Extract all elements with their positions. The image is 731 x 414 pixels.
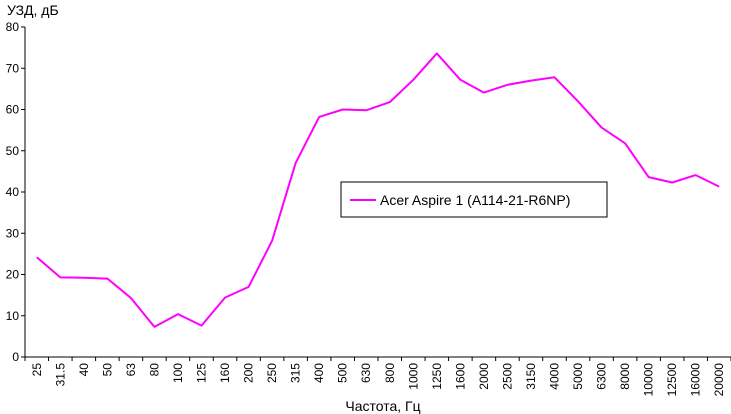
legend-box	[340, 181, 608, 218]
x-tick-label: 2000	[477, 363, 491, 390]
x-tick-label: 4000	[548, 363, 562, 390]
x-tick-label: 80	[147, 363, 161, 377]
x-tick-label: 1600	[453, 363, 467, 390]
x-tick-label: 40	[77, 363, 91, 377]
x-tick-label: 25	[30, 363, 44, 377]
x-tick-label: 1250	[430, 363, 444, 390]
x-tick-label: 2500	[500, 363, 514, 390]
x-tick-label: 20000	[712, 363, 726, 397]
x-tick-label: 6300	[595, 363, 609, 390]
x-tick-label: 50	[100, 363, 114, 377]
x-ticks: 25 31.5 40 50 63 80 100 125 160 200 250 315 400 500 63…	[24, 357, 731, 397]
y-tick-label: 30	[6, 226, 20, 240]
x-tick-label: 5000	[571, 363, 585, 390]
y-tick-label: 40	[6, 185, 20, 199]
y-tick-label: 10	[6, 309, 20, 323]
y-tick-label: 50	[6, 144, 20, 158]
y-tick-label: 80	[6, 20, 20, 34]
x-tick-label: 125	[195, 363, 209, 383]
x-tick-label: 400	[312, 363, 326, 383]
x-tick-label: 3150	[524, 363, 538, 390]
x-tick-label: 12500	[665, 363, 679, 397]
series-group	[36, 52, 720, 328]
x-tick-label: 200	[242, 363, 256, 383]
x-tick-label: 160	[218, 363, 232, 383]
y-ticks: 0 10 20 30 40 50 60 70 80	[6, 20, 25, 364]
x-tick-label: 8000	[618, 363, 632, 390]
x-tick-label: 100	[171, 363, 185, 383]
legend: Acer Aspire 1 (A114-21-R6NP)	[340, 181, 608, 218]
x-tick-label: 1000	[406, 363, 420, 390]
y-tick-label: 60	[6, 103, 20, 117]
x-tick-label: 315	[289, 363, 303, 383]
x-tick-label: 800	[383, 363, 397, 383]
y-tick-label: 70	[6, 61, 20, 75]
x-tick-label: 16000	[689, 363, 703, 397]
x-tick-label: 10000	[642, 363, 656, 397]
y-axis-label: УЗД, дБ	[7, 2, 59, 18]
y-tick-label: 0	[12, 350, 19, 364]
x-tick-label: 63	[124, 363, 138, 377]
x-tick-label: 500	[336, 363, 350, 383]
x-tick-label: 31.5	[53, 363, 67, 387]
x-tick-label: 250	[265, 363, 279, 383]
x-axis-label: Частота, Гц	[345, 398, 420, 414]
series-line	[36, 52, 720, 328]
legend-label: Acer Aspire 1 (A114-21-R6NP)	[380, 192, 570, 208]
x-tick-label: 630	[359, 363, 373, 383]
y-tick-label: 20	[6, 268, 20, 282]
